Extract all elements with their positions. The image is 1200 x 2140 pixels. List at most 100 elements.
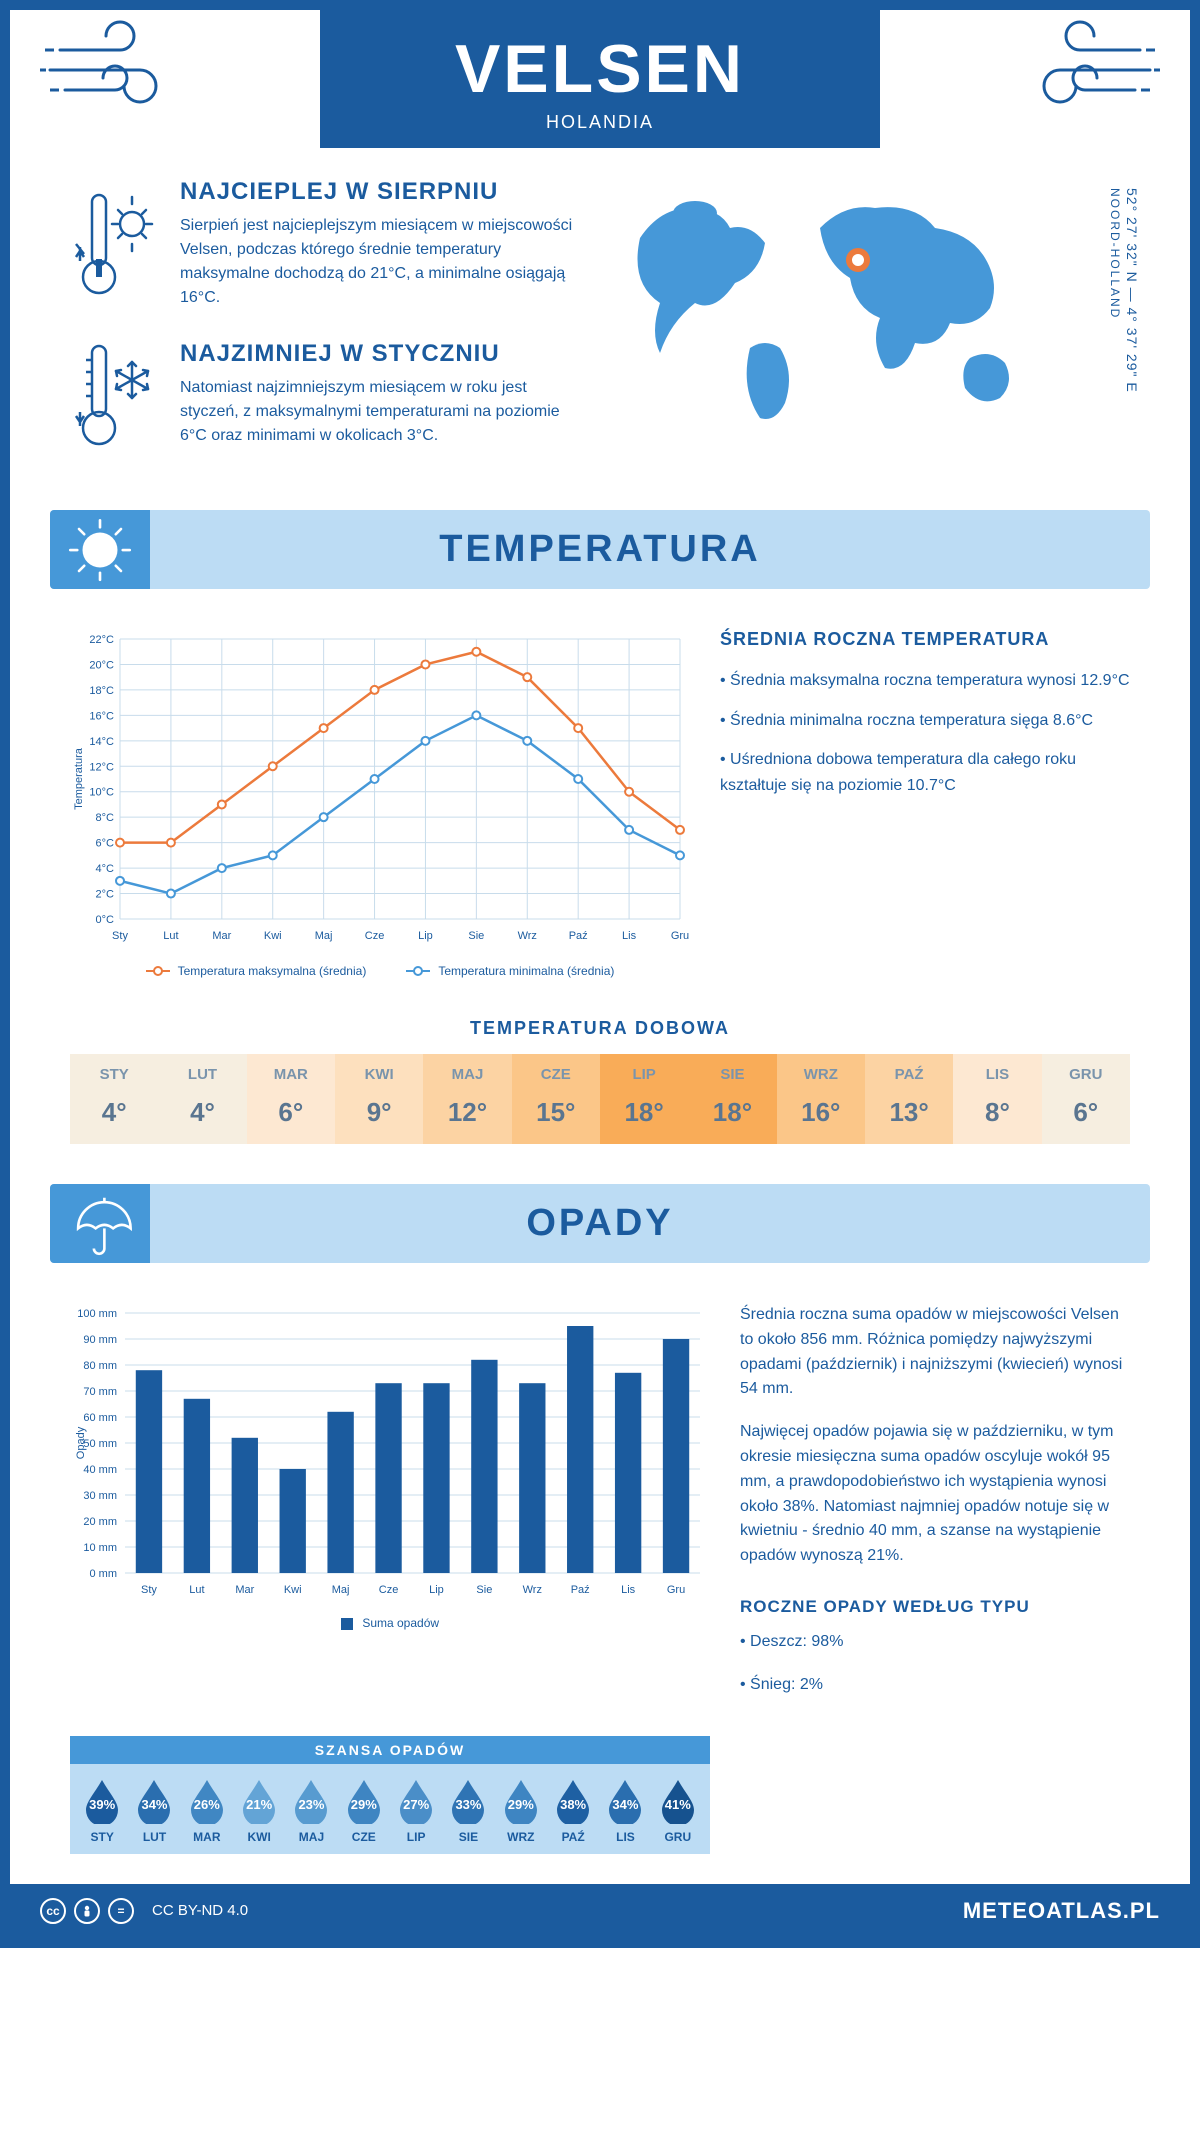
raindrop-icon: 34% xyxy=(134,1778,174,1824)
svg-text:Wrz: Wrz xyxy=(518,930,537,942)
temp-line-chart: 0°C2°C4°C6°C8°C10°C12°C14°C16°C18°C20°C2… xyxy=(70,629,690,978)
svg-text:14°C: 14°C xyxy=(89,736,114,748)
chance-value: 29% xyxy=(508,1797,534,1812)
svg-text:Kwi: Kwi xyxy=(284,1584,302,1596)
daily-cell: SIE18° xyxy=(688,1054,776,1144)
chance-month: WRZ xyxy=(495,1830,547,1844)
precip-chance-box: SZANSA OPADÓW 39% STY 34% LUT 26% MAR 21… xyxy=(70,1736,710,1854)
raindrop-icon: 21% xyxy=(239,1778,279,1824)
chance-cell: 29% WRZ xyxy=(495,1778,547,1844)
city-name: VELSEN xyxy=(320,30,880,108)
temp-legend: Temperatura maksymalna (średnia) Tempera… xyxy=(70,964,690,978)
map-area: NOORD-HOLLAND 52° 27' 32" N — 4° 37' 29"… xyxy=(610,178,1130,480)
svg-text:10 mm: 10 mm xyxy=(83,1542,117,1554)
svg-text:70 mm: 70 mm xyxy=(83,1386,117,1398)
daily-month: LIP xyxy=(600,1066,688,1083)
svg-text:Sty: Sty xyxy=(112,930,128,942)
daily-cell: GRU6° xyxy=(1042,1054,1130,1144)
chance-month: CZE xyxy=(338,1830,390,1844)
by-icon xyxy=(74,1898,100,1924)
intro-section: NAJCIEPLEJ W SIERPNIU Sierpień jest najc… xyxy=(10,148,1190,490)
chance-month: MAJ xyxy=(285,1830,337,1844)
svg-text:4°C: 4°C xyxy=(96,863,115,875)
svg-text:Maj: Maj xyxy=(315,930,333,942)
temp-body: 0°C2°C4°C6°C8°C10°C12°C14°C16°C18°C20°C2… xyxy=(10,589,1190,998)
svg-text:0°C: 0°C xyxy=(96,914,115,926)
avg-point-2: • Uśredniona dobowa temperatura dla całe… xyxy=(720,747,1130,798)
precip-chart-svg: 0 mm10 mm20 mm30 mm40 mm50 mm60 mm70 mm8… xyxy=(70,1303,710,1603)
svg-text:Paź: Paź xyxy=(571,1584,590,1596)
daily-cell: LUT4° xyxy=(158,1054,246,1144)
chance-month: SIE xyxy=(442,1830,494,1844)
svg-text:60 mm: 60 mm xyxy=(83,1412,117,1424)
wind-icon-right xyxy=(990,10,1160,120)
daily-cell: STY 4° xyxy=(70,1054,158,1144)
site-name: METEOATLAS.PL xyxy=(963,1898,1160,1924)
thermometer-snow-icon xyxy=(70,340,160,450)
warmest-text: NAJCIEPLEJ W SIERPNIU Sierpień jest najc… xyxy=(180,178,580,310)
chance-value: 38% xyxy=(560,1797,586,1812)
umbrella-icon xyxy=(50,1184,150,1263)
svg-text:2°C: 2°C xyxy=(96,889,115,901)
daily-month: STY xyxy=(70,1066,158,1083)
precip-bar-chart: 0 mm10 mm20 mm30 mm40 mm50 mm60 mm70 mm8… xyxy=(70,1303,710,1716)
chance-row: 39% STY 34% LUT 26% MAR 21% KWI 23% MAJ xyxy=(70,1764,710,1854)
precip-para-1: Średnia roczna suma opadów w miejscowośc… xyxy=(740,1303,1130,1402)
chance-value: 34% xyxy=(612,1797,638,1812)
daily-cell: WRZ16° xyxy=(777,1054,865,1144)
chance-month: PAŹ xyxy=(547,1830,599,1844)
daily-month: SIE xyxy=(688,1066,776,1083)
precip-type-title: ROCZNE OPADY WEDŁUG TYPU xyxy=(740,1594,1130,1620)
svg-text:12°C: 12°C xyxy=(89,761,114,773)
page: VELSEN HOLANDIA xyxy=(0,0,1200,1948)
footer: cc = CC BY-ND 4.0 METEOATLAS.PL xyxy=(10,1884,1190,1938)
raindrop-icon: 34% xyxy=(605,1778,645,1824)
legend-max-swatch xyxy=(146,970,170,972)
chance-value: 27% xyxy=(403,1797,429,1812)
chance-cell: 21% KWI xyxy=(233,1778,285,1844)
svg-text:22°C: 22°C xyxy=(89,634,114,646)
precip-title: OPADY xyxy=(50,1202,1150,1245)
chance-cell: 34% LIS xyxy=(599,1778,651,1844)
coldest-desc: Natomiast najzimniejszym miesiącem w rok… xyxy=(180,376,580,448)
svg-text:6°C: 6°C xyxy=(96,838,115,850)
daily-month: LIS xyxy=(953,1066,1041,1083)
daily-month: LUT xyxy=(158,1066,246,1083)
daily-value: 18° xyxy=(600,1097,688,1128)
daily-cell: MAJ 12° xyxy=(423,1054,511,1144)
daily-value: 4° xyxy=(70,1097,158,1128)
chance-value: 23% xyxy=(298,1797,324,1812)
daily-value: 8° xyxy=(953,1097,1041,1128)
chance-cell: 38% PAŹ xyxy=(547,1778,599,1844)
chance-month: LIS xyxy=(599,1830,651,1844)
svg-text:90 mm: 90 mm xyxy=(83,1334,117,1346)
daily-cell: MAR 6° xyxy=(247,1054,335,1144)
legend-max: Temperatura maksymalna (średnia) xyxy=(146,964,367,978)
daily-month: MAR xyxy=(247,1066,335,1083)
chance-value: 34% xyxy=(141,1797,167,1812)
temp-side-text: ŚREDNIA ROCZNA TEMPERATURA • Średnia mak… xyxy=(720,629,1130,978)
chance-cell: 26% MAR xyxy=(181,1778,233,1844)
raindrop-icon: 33% xyxy=(448,1778,488,1824)
svg-text:Opady: Opady xyxy=(75,1426,87,1459)
daily-value: 12° xyxy=(423,1097,511,1128)
chance-cell: 29% CZE xyxy=(338,1778,390,1844)
chance-cell: 33% SIE xyxy=(442,1778,494,1844)
precip-snow: • Śnieg: 2% xyxy=(740,1673,1130,1698)
warmest-block: NAJCIEPLEJ W SIERPNIU Sierpień jest najc… xyxy=(70,178,580,310)
license-block: cc = CC BY-ND 4.0 xyxy=(40,1898,248,1924)
daily-month: MAJ xyxy=(423,1066,511,1083)
daily-cell: KWI9° xyxy=(335,1054,423,1144)
temp-section-header: TEMPERATURA xyxy=(50,510,1150,589)
raindrop-icon: 23% xyxy=(291,1778,331,1824)
svg-text:50 mm: 50 mm xyxy=(83,1438,117,1450)
svg-text:20 mm: 20 mm xyxy=(83,1516,117,1528)
chance-cell: 39% STY xyxy=(76,1778,128,1844)
daily-value: 6° xyxy=(247,1097,335,1128)
daily-month: KWI xyxy=(335,1066,423,1083)
svg-text:0 mm: 0 mm xyxy=(90,1568,118,1580)
nd-icon: = xyxy=(108,1898,134,1924)
chance-cell: 23% MAJ xyxy=(285,1778,337,1844)
svg-text:10°C: 10°C xyxy=(89,787,114,799)
svg-text:Wrz: Wrz xyxy=(523,1584,542,1596)
